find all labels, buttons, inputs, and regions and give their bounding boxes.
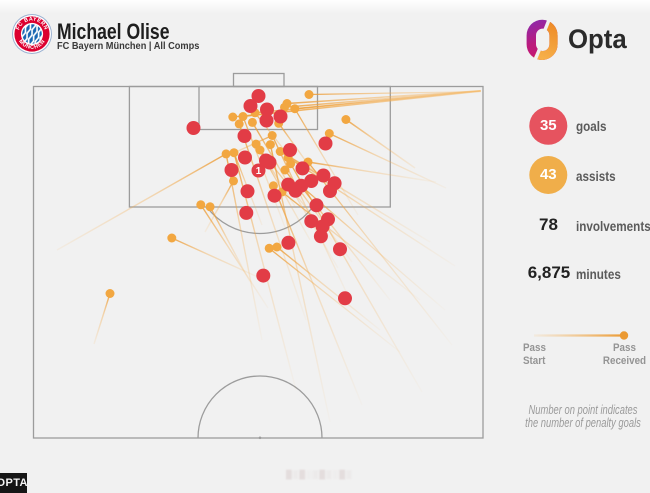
svg-text:1: 1 (256, 166, 262, 177)
